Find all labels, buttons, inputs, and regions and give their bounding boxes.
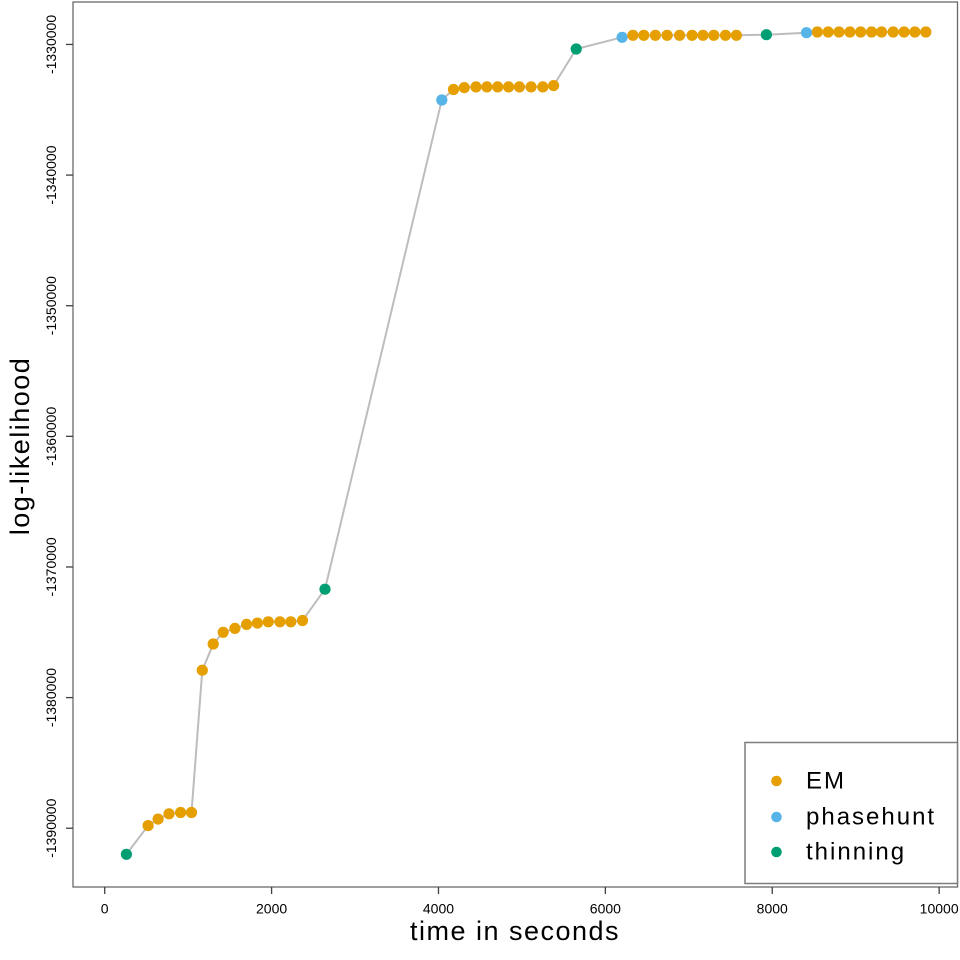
data-point-EM [833, 26, 845, 38]
data-point-EM [470, 81, 482, 93]
data-point-EM [152, 813, 164, 825]
data-point-EM [920, 26, 932, 38]
legend-dot-phasehunt [771, 811, 782, 823]
y-tick-label: -1390000 [43, 798, 59, 857]
data-point-EM [876, 26, 888, 38]
data-point-EM [898, 26, 910, 38]
data-point-EM [458, 82, 470, 94]
x-axis-title: time in seconds [410, 916, 620, 946]
x-tick-label: 10000 [920, 901, 959, 917]
data-point-EM [686, 29, 698, 41]
legend: EM phasehunt thinning [744, 741, 959, 885]
legend-label-thinning: thinning [806, 839, 906, 866]
chart-layer: 0 2000 4000 6000 8000 10000 -1390000 -1380000 -1… [43, 15, 959, 917]
data-point-EM [844, 26, 856, 38]
data-point-EM [229, 622, 241, 635]
data-point-EM [548, 80, 560, 92]
data-point-phasehunt [436, 94, 448, 106]
data-point-EM [537, 81, 549, 93]
legend-box [744, 741, 959, 885]
data-point-EM [251, 617, 263, 629]
x-tick-label: 0 [101, 901, 109, 917]
data-point-EM [708, 29, 720, 41]
data-point-phasehunt [616, 31, 628, 43]
data-point-EM [638, 29, 650, 41]
data-point-EM [142, 820, 154, 832]
data-point-EM [866, 26, 878, 38]
y-tick-label: -1380000 [43, 668, 59, 727]
data-point-EM [811, 26, 823, 38]
data-point-EM [855, 26, 867, 38]
data-point-EM [730, 29, 743, 41]
data-point-EM [909, 26, 921, 38]
data-point-EM [822, 26, 834, 38]
data-point-EM [481, 81, 493, 93]
legend-dot-thinning [771, 846, 782, 858]
legend-dot-em [771, 775, 782, 787]
data-point-thinning [570, 43, 582, 55]
plot-border [72, 1, 959, 888]
data-point-EM [492, 81, 504, 93]
data-point-EM [163, 808, 175, 820]
y-tick-label: -1330000 [43, 15, 59, 74]
y-tick-label: -1370000 [43, 537, 59, 596]
y-axis-title: log-likelihood [5, 357, 35, 536]
y-tick-label: -1360000 [43, 407, 59, 466]
data-point-EM [217, 626, 229, 638]
connector-line [125, 31, 926, 855]
data-point-EM [447, 83, 460, 96]
data-point-EM [196, 664, 208, 676]
legend-label-em: EM [806, 768, 846, 795]
data-point-EM [719, 29, 732, 41]
data-point-EM [525, 81, 537, 93]
data-point-thinning [319, 583, 331, 595]
y-tick-label: -1340000 [43, 145, 59, 204]
data-point-EM [285, 616, 297, 628]
data-point-EM [241, 618, 253, 631]
data-point-EM [674, 29, 686, 41]
data-point-EM [697, 29, 709, 41]
legend-label-phasehunt: phasehunt [806, 804, 936, 831]
data-point-EM [627, 29, 639, 41]
data-point-EM [887, 26, 899, 38]
x-tick-label: 4000 [423, 901, 454, 917]
data-point-thinning [120, 848, 132, 860]
data-point-thinning [760, 29, 773, 41]
data-point-phasehunt [800, 27, 813, 39]
x-tick-label: 8000 [757, 901, 788, 917]
data-point-EM [185, 806, 198, 819]
data-point-EM [262, 616, 274, 628]
data-point-EM [274, 616, 286, 628]
y-tick-label: -1350000 [43, 276, 59, 335]
data-point-EM [207, 638, 219, 650]
x-tick-label: 6000 [590, 901, 621, 917]
data-point-EM [661, 29, 673, 41]
x-tick-label: 2000 [256, 901, 287, 917]
data-point-EM [296, 614, 309, 627]
data-point-EM [649, 29, 662, 41]
data-point-EM [503, 81, 515, 93]
data-point-EM [513, 81, 526, 93]
data-point-EM [175, 806, 187, 819]
